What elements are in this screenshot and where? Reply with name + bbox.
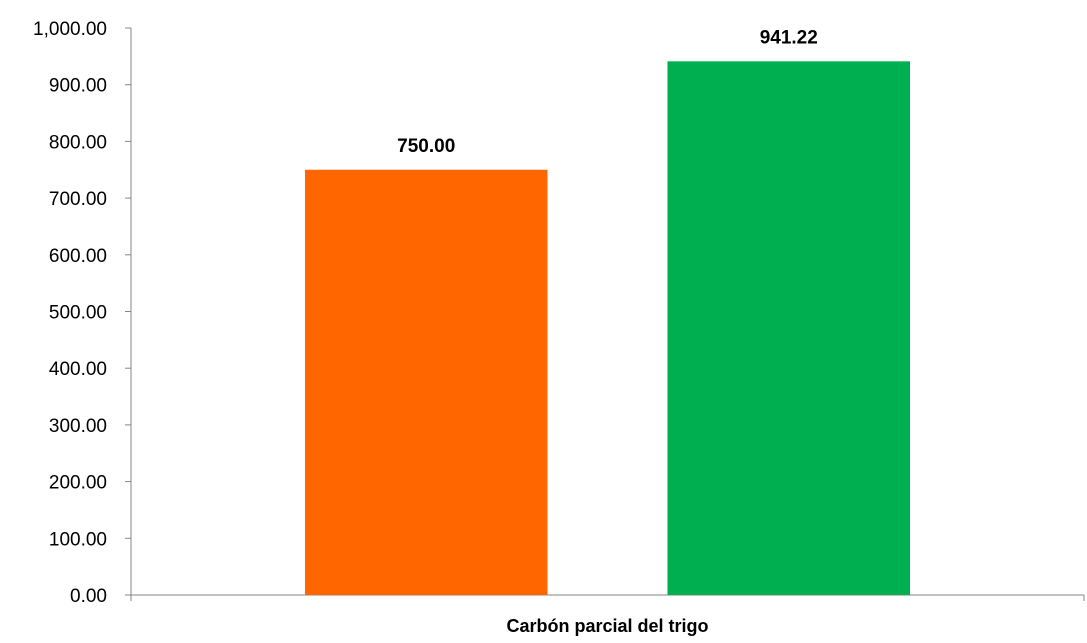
y-tick-label: 800.00 (49, 132, 107, 153)
y-tick-label: 300.00 (49, 416, 107, 437)
y-tick-label: 1,000.00 (33, 19, 107, 40)
bar-value-label: 750.00 (397, 136, 455, 157)
y-tick-label: 500.00 (49, 303, 107, 324)
y-axis: 0.00 100.00 200.00 300.00 400.00 500.00 600.00… (33, 19, 132, 607)
x-axis (130, 594, 1085, 601)
y-tick-label: 600.00 (49, 246, 107, 267)
y-tick-label: 700.00 (49, 189, 107, 210)
y-tick-label: 100.00 (49, 529, 107, 550)
bars-group (304, 61, 911, 596)
y-tick-label: 0.00 (70, 586, 107, 607)
y-tick-label: 200.00 (49, 473, 107, 494)
y-tick-label: 900.00 (49, 76, 107, 97)
bar-value-label: 941.22 (760, 27, 818, 48)
x-category-label: Carbón parcial del trigo (506, 616, 708, 636)
y-tick-label: 400.00 (49, 359, 107, 380)
bar-series-2 (667, 61, 911, 596)
data-labels-group: 750.00 941.22 (397, 27, 818, 156)
bar-series-1 (304, 169, 548, 595)
